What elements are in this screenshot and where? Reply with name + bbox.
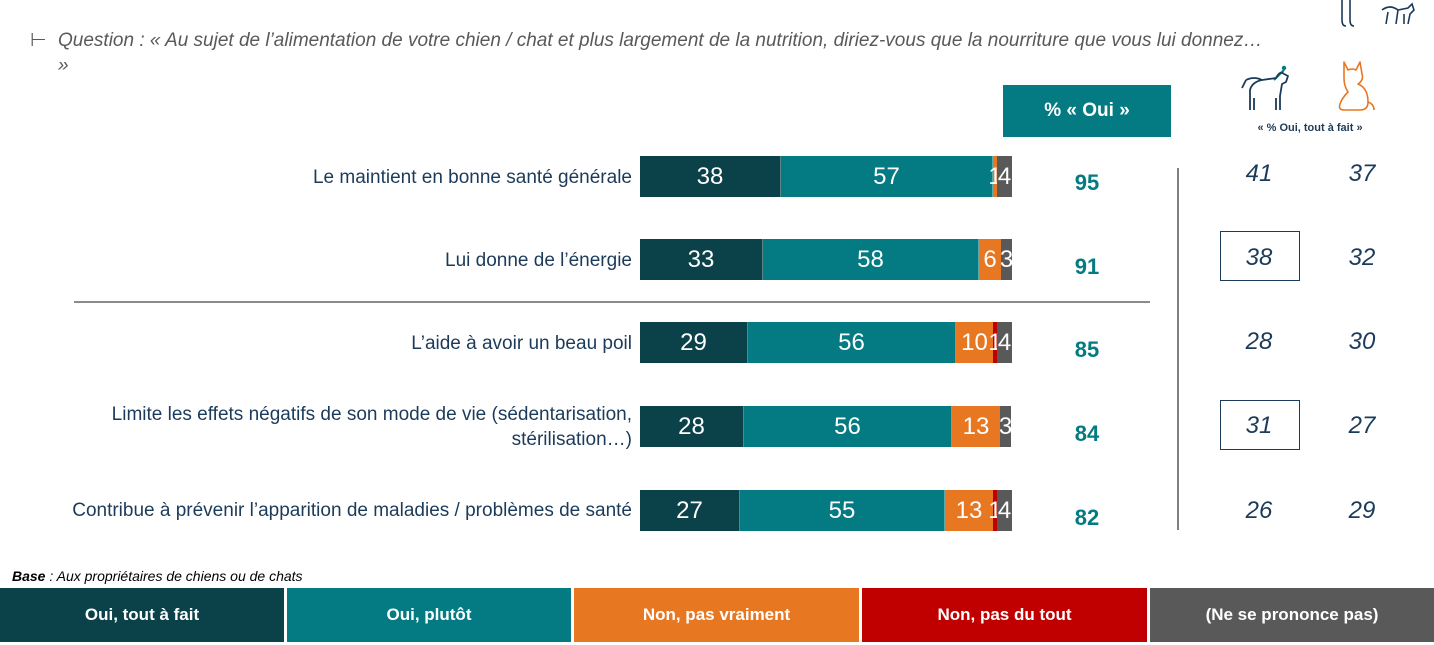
bar-value-label: 13 [955,496,983,524]
dog-icon [1241,65,1289,110]
bar-value-label: 3 [998,412,1013,440]
bar-segment: 3 [999,239,1014,280]
bar-segment: 29 [640,322,748,363]
cat-tout-a-fait-value: 27 [1348,412,1376,439]
bar-segment: 58 [763,239,979,280]
dog-tout-a-fait-value: 41 [1245,160,1273,187]
row-label: L’aide à avoir un beau poil [411,333,632,354]
bar-segment: 33 [640,239,763,280]
bar-value-label: 27 [676,496,703,524]
cat-tout-a-fait-value: 29 [1348,497,1376,524]
bar-segment: 28 [640,406,744,447]
oui-percentage-header: % « Oui » [1003,85,1171,137]
cat-tout-a-fait-value: 32 [1348,244,1376,271]
question-marker: ⊢ [30,30,47,51]
stacked-bar: 33 58 6 3 [640,239,1014,280]
highlight-box [1220,400,1300,450]
total-oui: 82 [1074,505,1100,530]
dog-tout-a-fait-value: 31 [1245,412,1273,439]
row-label: Lui donne de l’énergie [445,250,632,271]
base-text: : Aux propriétaires de chiens ou de chat… [45,568,303,584]
group-divider [74,301,1150,303]
bar-segment: 13 [945,490,993,531]
bar-value-label: 10 [961,328,988,356]
cat-tout-a-fait-value: 30 [1348,328,1376,355]
stacked-bar: 29 56 10 1 4 [640,322,1012,363]
dog-icon [1341,0,1355,27]
stacked-bar: 27 55 13 1 4 [640,490,1012,531]
total-oui: 91 [1074,254,1100,279]
bar-segment: 38 [640,156,781,197]
bar-segment: 4 [997,156,1012,197]
question-block: ⊢ Question : « Au sujet de l’alimentatio… [30,28,1270,78]
total-oui: 95 [1074,170,1100,195]
question-text: Question : « Au sujet de l’alimentation … [58,30,1263,76]
bar-value-label: 6 [983,245,997,273]
stacked-bar: 38 57 1 4 [640,156,1012,197]
bar-value-label: 33 [687,245,715,273]
legend-item: Oui, tout à fait [0,588,286,642]
bar-segment: 57 [781,156,993,197]
bar-value-label: 4 [997,496,1012,524]
bar-segment: 27 [640,490,740,531]
bar-segment: 3 [998,406,1013,447]
legend-item: (Ne se prononce pas) [1150,588,1434,642]
bar-value-label: 38 [696,162,724,190]
bar-segment: 56 [748,322,956,363]
bar-segment: 13 [952,406,1000,447]
base-note: Base : Aux propriétaires de chiens ou de… [12,568,303,584]
total-oui: 85 [1074,337,1100,362]
row-label: Le maintient en bonne santé générale [312,167,632,188]
bar-value-label: 28 [678,412,705,440]
bar-segment: 4 [997,322,1012,363]
stacked-bar: 28 56 13 3 [640,406,1012,447]
bar-value-label: 29 [680,328,707,356]
row-label: Contribue à prévenir l’apparition de mal… [72,500,632,521]
legend: Oui, tout à fait Oui, plutôt Non, pas vr… [0,588,1434,642]
bar-segment: 10 [956,322,993,363]
dog-tout-a-fait-value: 38 [1245,244,1273,271]
total-oui: 84 [1074,421,1100,446]
highlight-box [1220,231,1300,281]
bar-value-label: 13 [962,412,990,440]
bar-value-label: 58 [857,245,884,273]
legend-item: Non, pas vraiment [574,588,861,642]
legend-item: Oui, plutôt [287,588,573,642]
dog-tout-a-fait-value: 26 [1245,497,1273,524]
column-divider [1177,168,1179,530]
bar-value-label: 56 [838,328,865,356]
dog-icon [1381,2,1415,25]
bar-segment: 6 [979,239,1001,280]
base-label: Base [12,568,46,584]
bar-value-label: 55 [828,496,856,524]
cat-icon [1338,61,1375,111]
bar-segment: 56 [744,406,952,447]
tout-a-fait-header: « % Oui, tout à fait » [1257,122,1363,134]
bar-value-label: 56 [834,412,861,440]
legend-item: Non, pas du tout [862,588,1149,642]
bar-value-label: 3 [999,245,1014,273]
bar-value-label: 57 [873,162,900,190]
dog-tout-a-fait-value: 28 [1245,328,1273,355]
cat-tout-a-fait-value: 37 [1348,160,1376,187]
row-label: Limite les effets négatifs de son mode d… [111,404,632,450]
bar-value-label: 4 [997,162,1012,190]
bar-value-label: 4 [997,328,1012,356]
bar-segment: 4 [997,490,1012,531]
bar-segment: 55 [740,490,945,531]
